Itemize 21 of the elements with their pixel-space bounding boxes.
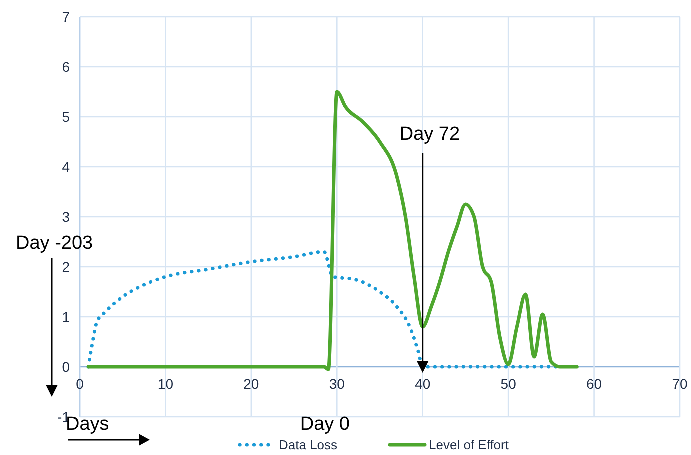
ref-line-label: Day 72 xyxy=(400,124,460,145)
annotation: Day 0 xyxy=(300,414,350,435)
y-tick-label: 7 xyxy=(62,8,70,25)
y-tick-label: 6 xyxy=(62,58,70,75)
legend-label: Level of Effort xyxy=(429,438,510,453)
annotation: Day -203 xyxy=(16,233,94,254)
x-tick-label: 40 xyxy=(415,376,431,392)
x-tick-label: 0 xyxy=(76,376,84,392)
x-tick-label: 10 xyxy=(158,376,174,392)
y-tick-label: 0 xyxy=(62,358,70,375)
x-tick-label: 50 xyxy=(500,376,517,392)
x-tick-label: 20 xyxy=(244,376,260,392)
x-tick-label: 70 xyxy=(672,376,688,392)
y-tick-label: 5 xyxy=(62,108,70,125)
legend-label: Data Loss xyxy=(279,438,338,453)
y-tick-label: 4 xyxy=(62,158,70,175)
x-tick-label: 60 xyxy=(586,376,602,392)
y-tick-label: 1 xyxy=(62,308,70,325)
y-tick-label: 3 xyxy=(62,208,70,225)
y-tick-label: 2 xyxy=(62,258,70,275)
x-tick-label: 30 xyxy=(329,376,346,392)
